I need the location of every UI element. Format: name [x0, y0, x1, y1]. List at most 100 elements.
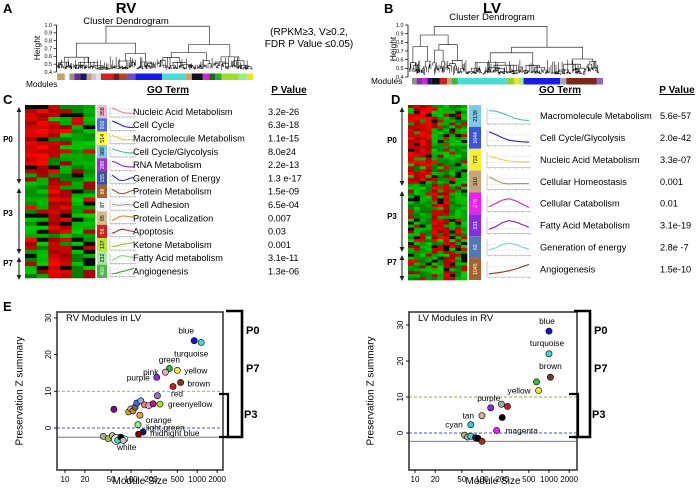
module-point-orange	[136, 411, 144, 419]
panel-d-heatmap-cell	[437, 151, 444, 155]
panel-b-ytick: 0.7	[396, 49, 404, 55]
module-size-number: 2139	[473, 110, 479, 122]
panel-d-heatmap-cell	[408, 256, 415, 260]
panel-c-heatmap-cell	[60, 113, 72, 118]
panel-c-heatmap-cell	[48, 269, 61, 275]
module-point	[119, 437, 127, 444]
arrowhead-up	[399, 107, 405, 112]
panel-d-heatmap-cell	[413, 163, 421, 167]
panel-c-heatmap-cell	[83, 121, 96, 126]
panel-d-heatmap-cell	[455, 247, 462, 252]
panel-d-heatmap-cell	[461, 137, 468, 141]
panel-d-heatmap-cell	[461, 277, 468, 281]
panel-c-heatmap-cell	[83, 261, 96, 267]
panel-d-heatmap-cell	[419, 145, 426, 150]
panel-c-heatmap-cell	[36, 273, 49, 279]
module-point-label: brown	[539, 361, 562, 371]
panel-d-heatmap-cell	[425, 180, 432, 185]
panel-d-heatmap-cell	[425, 242, 432, 246]
panel-c-heatmap-cell	[48, 173, 61, 178]
panel-d-heatmap-cell	[449, 201, 456, 205]
panel-d-heatmap-cell	[413, 154, 421, 158]
panel-d-heatmap-cell	[419, 204, 426, 208]
panel-d-heatmap-cell	[408, 128, 415, 132]
panel-d-heatmap-cell	[431, 250, 438, 255]
panel-d-heatmap-cell	[443, 145, 450, 150]
panel-d-heatmap-cell	[455, 160, 462, 164]
panel-a-module-bar-segment	[64, 73, 70, 80]
module-size-number: 514	[100, 134, 106, 143]
panel-c-heatmap-cell	[60, 193, 72, 198]
panel-c-heatmap-cell	[25, 209, 37, 214]
panel-d-heatmap-cell	[455, 259, 462, 263]
xtick-label: 200	[144, 475, 158, 484]
panel-d-heatmap-cell	[437, 227, 444, 231]
panel-d-heatmap-cell	[413, 207, 421, 211]
panel-d-heatmap-cell	[443, 151, 450, 155]
panel-d-heatmap-cell	[413, 189, 421, 193]
panel-d-heatmap-cell	[419, 247, 426, 252]
panel-d-heatmap-cell	[461, 242, 468, 246]
go-term: Generation of Energy	[133, 173, 221, 183]
panel-d-heatmap-cell	[437, 192, 444, 196]
panel-d-heatmap-cell	[425, 166, 432, 170]
panel-d-heatmap-cell	[419, 215, 426, 220]
panel-d-heatmap-cell	[425, 259, 432, 263]
panel-c-heatmap-cell	[83, 173, 96, 178]
panel-d-heatmap-cell	[431, 175, 438, 179]
module-size-number: 389	[100, 147, 106, 156]
panel-d-heatmap-cell	[425, 218, 432, 222]
phase-label: P0	[387, 136, 397, 145]
panel-d-heatmap-cell	[425, 227, 432, 231]
panel-d-heatmap-cell	[413, 233, 421, 237]
panel-d-heatmap-cell	[449, 207, 456, 211]
go-term: Cell Cycle/Glycolysis	[133, 147, 219, 157]
panel-d-heatmap-cell	[408, 218, 415, 222]
ytick-label: 0	[396, 430, 405, 435]
bracket-label-p7: P7	[594, 363, 607, 375]
panel-d-heatmap-cell	[455, 175, 462, 179]
panel-d-heatmap-cell	[425, 137, 432, 141]
panel-d-heatmap-cell	[437, 169, 444, 173]
panel-d-heatmap-cell	[449, 151, 456, 155]
panel-c-heatmap-cell	[36, 125, 49, 130]
eigengene-sparkline	[111, 134, 135, 141]
panel-d-heatmap-cell	[408, 110, 415, 115]
panel-a-title: RV	[115, 0, 137, 17]
panel-c-heatmap-cell	[60, 253, 72, 259]
panel-c-heatmap-cell	[25, 237, 37, 243]
panel-d-heatmap-cell	[437, 134, 444, 138]
arrowhead-up	[399, 191, 405, 196]
panel-d-heatmap-cell	[431, 239, 438, 243]
panel-d-heatmap-cell	[437, 140, 444, 144]
panel-c-heatmap-cell	[25, 145, 37, 150]
panel-c-heatmap-cell	[60, 265, 72, 271]
panel-b-module-bar-segment	[560, 78, 567, 85]
panel-c-heatmap-cell	[71, 225, 84, 231]
panel-a-subtitle: Cluster Dendrogram	[83, 16, 169, 27]
panel-d-heatmap-cell	[455, 131, 462, 135]
panel-d-heatmap-cell	[449, 195, 456, 199]
phase-label: P7	[387, 258, 397, 267]
module-point-label: green	[159, 355, 181, 365]
panel-c-heatmap-cell	[36, 161, 49, 166]
panel-c-heatmap-cell	[60, 141, 72, 146]
panel-c-heatmap-cell	[36, 173, 49, 178]
panel-d-heatmap-cell	[443, 177, 450, 182]
panel-d-heatmap-cell	[443, 245, 450, 249]
panel-d-heatmap-cell	[437, 250, 444, 255]
module-point-magenta	[493, 427, 500, 434]
panel-c-heatmap-cell	[60, 205, 72, 210]
panel-a-module-bar-segment	[69, 73, 75, 80]
panel-c-heatmap-cell	[71, 129, 84, 134]
panel-c-heatmap-cell	[48, 229, 61, 235]
panel-c-heatmap-cell	[60, 261, 72, 267]
module-point	[153, 392, 161, 400]
panel-c-heatmap-cell	[71, 157, 84, 162]
panel-c-heatmap-cell	[36, 105, 49, 110]
panel-c-heatmap-cell	[83, 113, 96, 118]
panel-c-heatmap-cell	[71, 133, 84, 138]
panel-c-heatmap-cell	[25, 197, 37, 202]
panel-c-heatmap-cell	[83, 153, 96, 158]
panel-c-heatmap-cell	[25, 109, 37, 114]
